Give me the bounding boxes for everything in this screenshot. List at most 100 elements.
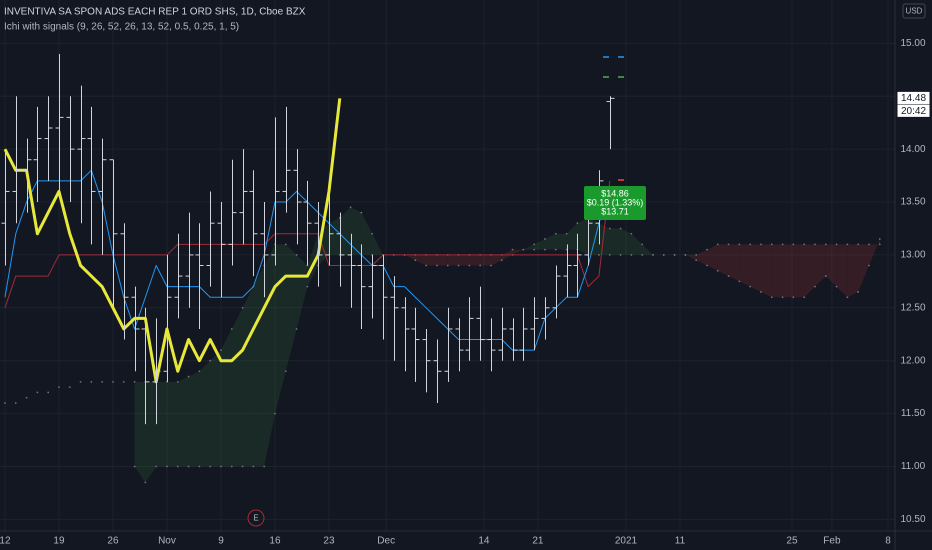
cloud-edge-dot	[554, 248, 557, 251]
cloud-segment	[361, 212, 373, 255]
earnings-marker[interactable]	[247, 509, 265, 527]
cloud-edge-dot	[209, 359, 212, 362]
lagging-span	[3, 98, 342, 384]
cloud-edge-dot	[241, 306, 244, 309]
cloud-edge-dot	[533, 243, 536, 246]
cloud-segment	[728, 244, 740, 282]
cloud-segment	[426, 254, 437, 266]
cloud-edge-dot	[306, 285, 309, 288]
earnings-label[interactable]: E	[253, 514, 258, 523]
cloud-edge-dot	[544, 238, 546, 240]
cloud-segment	[480, 254, 491, 266]
cloud-edge-dot	[436, 264, 438, 267]
cloud-edge-dot	[252, 465, 255, 468]
cloud-edge-dot	[220, 465, 222, 468]
currency-box[interactable]	[902, 3, 926, 19]
y-tick-label: 10.50	[900, 514, 925, 525]
cloud-edge-dot	[36, 391, 39, 394]
cloud-edge-dot	[230, 328, 233, 330]
cloud-edge-dot	[760, 291, 762, 293]
x-tick-label: 9	[218, 536, 224, 547]
cloud-edge-dot	[446, 264, 449, 267]
cloud-segment	[404, 254, 416, 261]
cloud-edge-dot	[868, 243, 870, 246]
x-tick-label: 16	[269, 536, 281, 547]
cloud-segment	[739, 244, 751, 287]
cloud-edge-dot	[284, 243, 287, 246]
cloud-edge-dot	[112, 380, 114, 383]
currency-label[interactable]: USD	[906, 7, 923, 16]
cloud-edge-dot	[608, 227, 611, 230]
cloud-edge-dot	[846, 296, 849, 299]
cloud-edge-dot	[652, 254, 654, 256]
y-tick-label: 15.00	[900, 38, 925, 49]
cloud-edge-dot	[716, 269, 719, 272]
cloud-edge-dot	[198, 370, 201, 373]
cloud-segment	[177, 376, 189, 467]
cloud-segment	[717, 244, 729, 277]
cloud-edge-dot	[533, 248, 536, 251]
cloud-segment	[804, 244, 815, 298]
cloud-edge-dot	[457, 264, 460, 267]
cloud-edge-dot	[619, 254, 622, 256]
cloud-edge-dot	[230, 465, 233, 468]
tooltip-line: $0.19 (1.33%)	[587, 197, 644, 207]
y-tick-label: 12.00	[900, 355, 925, 366]
cloud-edge-dot	[868, 264, 870, 267]
cloud-segment	[145, 381, 157, 483]
cloud-edge-dot	[673, 254, 676, 256]
x-tick-label: 12	[0, 536, 11, 547]
cloud-edge-dot	[878, 243, 881, 246]
y-tick-label: 14.00	[900, 144, 925, 155]
cloud-segment	[490, 254, 502, 266]
cloud-segment	[706, 244, 718, 271]
cloud-edge-dot	[770, 243, 773, 246]
cloud-edge-dot	[781, 296, 784, 299]
cloud-edge-dot	[500, 259, 503, 262]
cloud-edge-dot	[101, 380, 104, 383]
x-tick-label: 11	[675, 536, 686, 547]
cloud-segment	[696, 249, 707, 266]
x-tick-label: 21	[532, 536, 544, 547]
cloud-edge-dot	[824, 243, 827, 246]
cloud-edge-dot	[371, 232, 374, 235]
cloud-segment	[782, 244, 794, 298]
cloud-edge-dot	[133, 465, 136, 468]
cloud-segment	[814, 244, 826, 287]
cloud-edge-dot	[630, 254, 633, 256]
cloud-segment	[825, 244, 837, 287]
chart-title: INVENTIVA SA SPON ADS EACH REP 1 ORD SHS…	[4, 7, 306, 18]
cloud-edge-dot	[835, 285, 838, 288]
cloud-edge-dot	[803, 243, 806, 246]
x-tick-label: 25	[786, 536, 798, 547]
y-tick-label: 13.00	[900, 250, 925, 261]
cloud-segment	[458, 254, 470, 266]
cloud-edge-dot	[295, 254, 298, 256]
tooltip-line: $13.71	[601, 206, 629, 216]
cloud-segment	[220, 328, 232, 467]
x-tick-label: 26	[107, 536, 119, 547]
cloud-segment	[372, 233, 383, 255]
x-tick-label: Nov	[158, 536, 176, 547]
cloud-edge-dot	[490, 264, 492, 267]
cloud-segment	[631, 233, 643, 255]
cloud-edge-dot	[274, 412, 276, 415]
cloud-segment	[188, 371, 200, 467]
cloud-edge-dot	[641, 254, 644, 256]
cloud-edge-dot	[511, 248, 514, 251]
cloud-edge-dot	[857, 243, 860, 246]
cloud-edge-dot	[133, 380, 136, 383]
x-tick-label: Dec	[377, 536, 395, 547]
cloud-segment	[296, 254, 308, 329]
cloud-edge-dot	[770, 296, 773, 299]
cloud-edge-dot	[641, 243, 644, 246]
cloud-segment	[156, 381, 167, 467]
cloud-segment	[642, 244, 653, 255]
cloud-segment	[836, 244, 848, 298]
tooltip-line: $14.86	[601, 188, 629, 198]
cloud-edge-dot	[241, 465, 244, 468]
cloud-edge-dot	[263, 465, 266, 468]
cloud-edge-dot	[824, 275, 827, 277]
cloud-edge-dot	[576, 222, 579, 225]
cloud-edge-dot	[716, 243, 719, 246]
